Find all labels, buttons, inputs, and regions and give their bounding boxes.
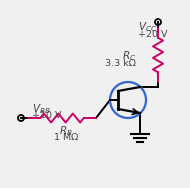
Text: +20 V: +20 V <box>138 30 168 39</box>
Text: 3.3 kΩ: 3.3 kΩ <box>105 59 136 68</box>
Text: 1 MΩ: 1 MΩ <box>54 133 78 142</box>
Text: $R_B$: $R_B$ <box>59 124 73 138</box>
Text: $V_{CC}$: $V_{CC}$ <box>138 20 157 34</box>
Text: +10 V: +10 V <box>32 111 62 120</box>
Text: $R_C$: $R_C$ <box>122 49 136 63</box>
Text: $V_{BB}$: $V_{BB}$ <box>32 102 51 116</box>
